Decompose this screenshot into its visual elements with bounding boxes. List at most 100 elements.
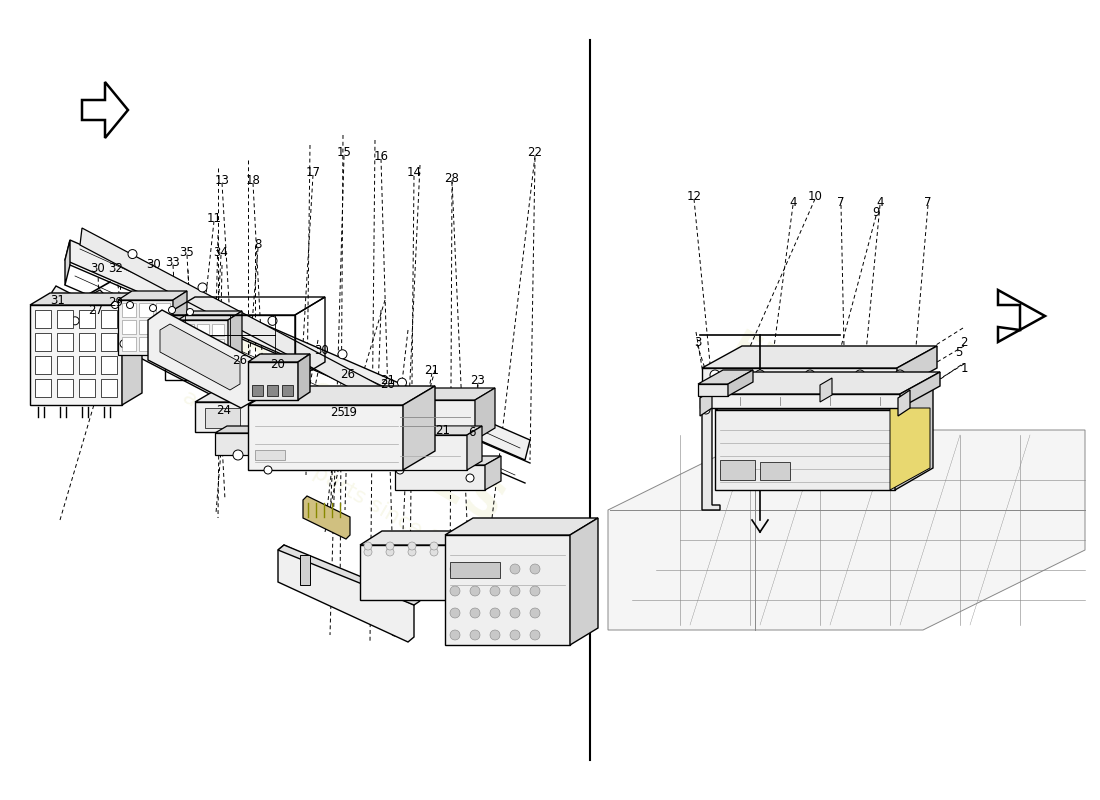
Text: 4: 4 — [877, 195, 883, 209]
Polygon shape — [890, 408, 930, 490]
Polygon shape — [30, 293, 142, 305]
Polygon shape — [248, 386, 434, 405]
Circle shape — [301, 568, 309, 576]
Polygon shape — [702, 346, 937, 368]
Polygon shape — [300, 555, 310, 585]
Polygon shape — [275, 426, 287, 455]
Circle shape — [198, 283, 207, 292]
Circle shape — [450, 564, 460, 574]
Polygon shape — [395, 456, 500, 465]
Circle shape — [855, 370, 865, 380]
Polygon shape — [101, 379, 117, 397]
Polygon shape — [195, 388, 419, 402]
Polygon shape — [35, 356, 51, 374]
Circle shape — [390, 628, 399, 636]
Circle shape — [408, 548, 416, 556]
Circle shape — [702, 406, 710, 414]
Polygon shape — [79, 356, 95, 374]
Polygon shape — [122, 320, 136, 334]
Polygon shape — [139, 337, 153, 351]
Text: 28: 28 — [444, 171, 460, 185]
Polygon shape — [160, 324, 240, 390]
Circle shape — [111, 302, 119, 309]
Circle shape — [430, 542, 438, 550]
Polygon shape — [698, 384, 728, 396]
Polygon shape — [101, 310, 117, 328]
Polygon shape — [248, 354, 310, 362]
Polygon shape — [392, 435, 468, 470]
Circle shape — [386, 542, 394, 550]
Text: 21: 21 — [381, 374, 396, 386]
Polygon shape — [65, 240, 70, 285]
Polygon shape — [182, 339, 194, 351]
Polygon shape — [298, 354, 310, 400]
Circle shape — [314, 411, 322, 419]
Text: 33: 33 — [166, 255, 180, 269]
Polygon shape — [182, 324, 194, 336]
Circle shape — [510, 586, 520, 596]
Polygon shape — [446, 535, 570, 645]
Polygon shape — [395, 400, 475, 440]
Polygon shape — [118, 291, 187, 300]
Polygon shape — [485, 456, 501, 490]
Polygon shape — [720, 460, 755, 480]
Circle shape — [510, 608, 520, 618]
Circle shape — [386, 548, 394, 556]
Polygon shape — [228, 311, 242, 370]
Circle shape — [530, 630, 540, 640]
Polygon shape — [305, 402, 424, 412]
Polygon shape — [82, 82, 128, 138]
Text: 4: 4 — [790, 195, 796, 209]
Text: 14: 14 — [407, 166, 421, 179]
Text: 8: 8 — [254, 238, 262, 251]
Polygon shape — [122, 337, 136, 351]
Circle shape — [530, 586, 540, 596]
Polygon shape — [282, 385, 293, 396]
Polygon shape — [52, 286, 340, 460]
Polygon shape — [998, 290, 1045, 342]
Text: 11: 11 — [207, 211, 221, 225]
Circle shape — [857, 393, 867, 403]
Polygon shape — [214, 433, 275, 455]
Circle shape — [530, 608, 540, 618]
Polygon shape — [156, 337, 170, 351]
Polygon shape — [139, 320, 153, 334]
Circle shape — [397, 378, 407, 387]
Polygon shape — [278, 545, 414, 642]
Text: 13: 13 — [214, 174, 230, 186]
Circle shape — [764, 387, 776, 397]
Text: 18: 18 — [245, 174, 261, 186]
Circle shape — [470, 586, 480, 596]
Polygon shape — [30, 305, 122, 405]
Polygon shape — [360, 531, 482, 545]
Polygon shape — [52, 290, 104, 340]
Polygon shape — [101, 356, 117, 374]
Polygon shape — [715, 410, 895, 490]
Text: 5: 5 — [955, 346, 962, 358]
Polygon shape — [570, 518, 598, 645]
Polygon shape — [255, 450, 285, 460]
Text: 26: 26 — [232, 354, 248, 366]
Polygon shape — [139, 303, 153, 317]
Text: 19: 19 — [342, 406, 358, 418]
Polygon shape — [80, 228, 430, 429]
Circle shape — [510, 564, 520, 574]
Circle shape — [338, 350, 346, 358]
Circle shape — [192, 374, 200, 382]
Text: 22: 22 — [528, 146, 542, 158]
Polygon shape — [122, 303, 136, 317]
Circle shape — [314, 430, 321, 438]
Polygon shape — [267, 385, 278, 396]
Polygon shape — [468, 426, 482, 470]
Polygon shape — [35, 310, 51, 328]
Circle shape — [72, 317, 79, 325]
Polygon shape — [300, 408, 336, 428]
Circle shape — [895, 370, 905, 380]
Circle shape — [840, 397, 850, 407]
Circle shape — [316, 578, 324, 586]
Circle shape — [168, 306, 176, 314]
Circle shape — [466, 474, 474, 482]
Polygon shape — [702, 368, 896, 390]
Polygon shape — [820, 378, 832, 402]
Circle shape — [710, 370, 720, 380]
